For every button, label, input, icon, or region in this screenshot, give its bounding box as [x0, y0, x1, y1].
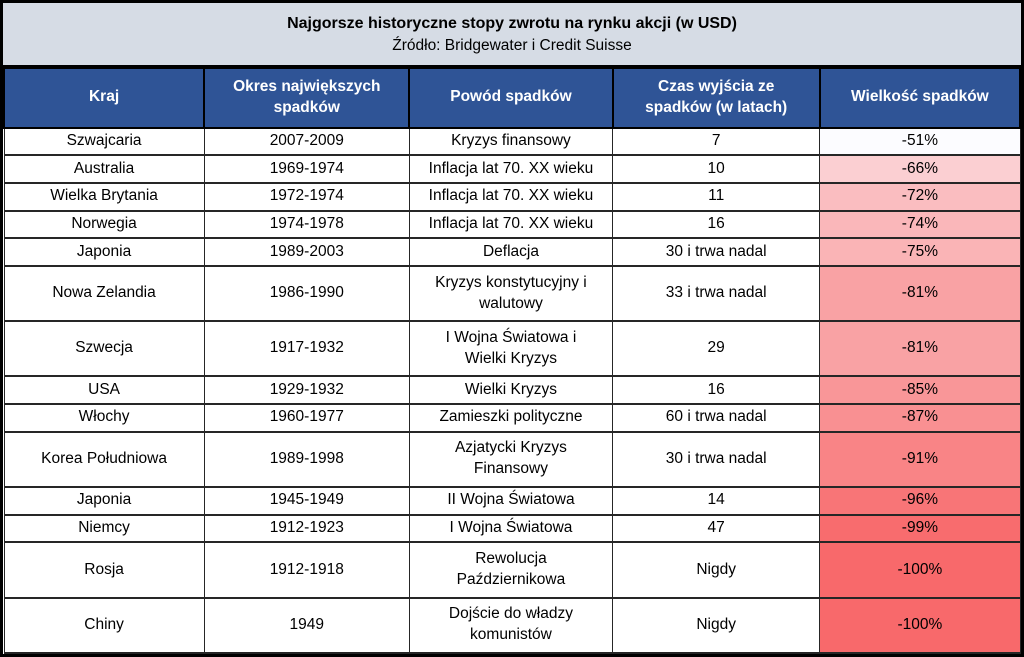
- cell-wielkosc: -66%: [819, 154, 1021, 184]
- cell-powod: Kryzys konstytucyjny i walutowy: [408, 264, 614, 323]
- cell-powod: Rewolucja Październikowa: [408, 541, 614, 599]
- cell-czas: 16: [612, 375, 821, 406]
- cell-powod: II Wojna Światowa: [408, 486, 614, 516]
- cell-okres: 1945-1949: [203, 486, 410, 516]
- table-row: Japonia 1989-2003 Deflacja 30 i trwa nadal -…: [3, 237, 1021, 267]
- cell-okres: 1986-1990: [203, 264, 410, 323]
- column-header-kraj: Kraj: [2, 66, 206, 129]
- cell-kraj: Włochy: [3, 403, 205, 433]
- cell-powod: I Wojna Światowa: [408, 513, 614, 544]
- cell-wielkosc: -96%: [819, 486, 1021, 516]
- table-row: Nowa Zelandia 1986-1990 Kryzys konstytucyj…: [3, 264, 1021, 323]
- cell-kraj: Japonia: [3, 486, 205, 516]
- table-row: Japonia 1945-1949 II Wojna Światowa 14 -96%: [3, 486, 1021, 516]
- cell-powod: Dojście do władzy komunistów: [408, 596, 614, 655]
- table-row: Szwecja 1917-1932 I Wojna Światowa i Wielk…: [3, 320, 1021, 378]
- cell-wielkosc: -51%: [819, 126, 1021, 157]
- cell-okres: 1912-1918: [203, 541, 410, 599]
- table-row: Włochy 1960-1977 Zamieszki polityczne 60 i …: [3, 403, 1021, 433]
- cell-kraj: Nowa Zelandia: [3, 264, 205, 323]
- cell-czas: 29: [612, 320, 821, 378]
- cell-czas: 47: [612, 513, 821, 544]
- cell-kraj: Szwecja: [3, 320, 205, 378]
- cell-wielkosc: -100%: [819, 541, 1021, 599]
- cell-okres: 1929-1932: [203, 375, 410, 406]
- cell-wielkosc: -87%: [819, 403, 1021, 433]
- cell-czas: Nigdy: [612, 541, 821, 599]
- cell-powod: Inflacja lat 70. XX wieku: [408, 181, 614, 212]
- cell-kraj: Chiny: [3, 596, 205, 655]
- cell-okres: 1917-1932: [203, 320, 410, 378]
- header-row: Kraj Okres największych spadków Powód sp…: [2, 66, 1022, 129]
- table-row: Australia 1969-1974 Inflacja lat 70. XX wi…: [3, 154, 1021, 184]
- cell-okres: 2007-2009: [203, 126, 410, 157]
- cell-czas: 33 i trwa nadal: [612, 264, 821, 323]
- cell-kraj: Australia: [3, 154, 205, 184]
- table-row: Korea Południowa 1989-1998 Azjatycki Kryzy…: [3, 430, 1021, 489]
- cell-czas: Nigdy: [612, 596, 821, 655]
- cell-czas: 11: [612, 181, 821, 212]
- table-row: Szwajcaria 2007-2009 Kryzys finansowy 7 -51%: [3, 126, 1021, 157]
- table-body: Szwajcaria 2007-2009 Kryzys finansowy 7 -51%…: [3, 126, 1021, 655]
- cell-kraj: Niemcy: [3, 513, 205, 544]
- cell-czas: 7: [612, 126, 821, 157]
- cell-powod: Azjatycki Kryzys Finansowy: [408, 430, 614, 489]
- cell-powod: Zamieszki polityczne: [408, 403, 614, 433]
- cell-czas: 10: [612, 154, 821, 184]
- table-row: USA 1929-1932 Wielki Kryzys 16 -85%: [3, 375, 1021, 406]
- cell-okres: 1972-1974: [203, 181, 410, 212]
- cell-wielkosc: -72%: [819, 181, 1021, 212]
- figure-source: Źródło: Bridgewater i Credit Suisse: [392, 37, 632, 55]
- cell-wielkosc: -91%: [819, 430, 1021, 489]
- cell-czas: 16: [612, 209, 821, 240]
- cell-powod: Inflacja lat 70. XX wieku: [408, 209, 614, 240]
- cell-okres: 1949: [203, 596, 410, 655]
- cell-wielkosc: -81%: [819, 264, 1021, 323]
- column-header-okres: Okres największych spadków: [203, 66, 411, 129]
- figure-header: Najgorsze historyczne stopy zwrotu na ry…: [3, 3, 1021, 67]
- figure-title: Najgorsze historyczne stopy zwrotu na ry…: [287, 15, 737, 32]
- cell-wielkosc: -100%: [819, 596, 1021, 655]
- cell-kraj: Szwajcaria: [3, 126, 205, 157]
- column-header-czas: Czas wyjścia ze spadków (w latach): [611, 66, 821, 129]
- cell-wielkosc: -75%: [819, 237, 1021, 267]
- cell-powod: Inflacja lat 70. XX wieku: [408, 154, 614, 184]
- cell-okres: 1912-1923: [203, 513, 410, 544]
- column-header-powod: Powód spadków: [408, 66, 614, 129]
- cell-powod: Wielki Kryzys: [408, 375, 614, 406]
- cell-wielkosc: -99%: [819, 513, 1021, 544]
- cell-okres: 1960-1977: [203, 403, 410, 433]
- cell-kraj: Norwegia: [3, 209, 205, 240]
- cell-okres: 1974-1978: [203, 209, 410, 240]
- table-row: Niemcy 1912-1923 I Wojna Światowa 47 -99%: [3, 513, 1021, 544]
- cell-czas: 30 i trwa nadal: [612, 237, 821, 267]
- table-row: Chiny 1949 Dojście do władzy komunistów Nig…: [3, 596, 1021, 655]
- cell-czas: 60 i trwa nadal: [612, 403, 821, 433]
- cell-kraj: Rosja: [3, 541, 205, 599]
- table-row: Norwegia 1974-1978 Inflacja lat 70. XX wie…: [3, 209, 1021, 240]
- cell-okres: 1969-1974: [203, 154, 410, 184]
- cell-wielkosc: -85%: [819, 375, 1021, 406]
- cell-kraj: Wielka Brytania: [3, 181, 205, 212]
- column-header-wielkosc: Wielkość spadków: [818, 66, 1022, 129]
- cell-wielkosc: -81%: [819, 320, 1021, 378]
- cell-wielkosc: -74%: [819, 209, 1021, 240]
- cell-powod: I Wojna Światowa i Wielki Kryzys: [408, 320, 614, 378]
- returns-table: Kraj Okres największych spadków Powód sp…: [2, 66, 1022, 655]
- cell-powod: Kryzys finansowy: [408, 126, 614, 157]
- cell-powod: Deflacja: [408, 237, 614, 267]
- cell-kraj: Japonia: [3, 237, 205, 267]
- table-row: Wielka Brytania 1972-1974 Inflacja lat 70.…: [3, 181, 1021, 212]
- cell-czas: 30 i trwa nadal: [612, 430, 821, 489]
- cell-okres: 1989-2003: [203, 237, 410, 267]
- cell-kraj: Korea Południowa: [3, 430, 205, 489]
- table-row: Rosja 1912-1918 Rewolucja Październikowa Ni…: [3, 541, 1021, 599]
- cell-okres: 1989-1998: [203, 430, 410, 489]
- cell-czas: 14: [612, 486, 821, 516]
- cell-kraj: USA: [3, 375, 205, 406]
